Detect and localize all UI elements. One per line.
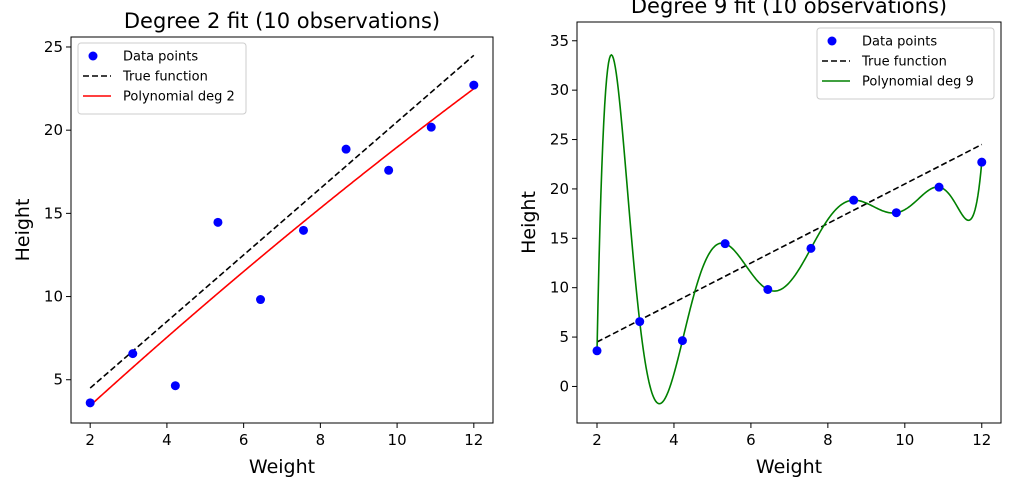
legend-label: Polynomial deg 2 xyxy=(123,90,235,105)
legend-marker-data-points xyxy=(88,51,98,61)
data-point xyxy=(384,165,394,175)
chart-title: Degree 9 fit (10 observations) xyxy=(631,0,947,18)
y-tick-label: 25 xyxy=(550,131,569,149)
data-point xyxy=(85,398,95,408)
data-point xyxy=(763,284,773,294)
x-axis-label: Weight xyxy=(756,456,822,478)
x-tick-label: 10 xyxy=(388,431,407,449)
x-tick-label: 12 xyxy=(464,431,483,449)
data-point xyxy=(128,349,138,359)
x-axis-label: Weight xyxy=(249,456,315,478)
data-point xyxy=(977,157,987,167)
y-tick-label: 35 xyxy=(550,32,569,50)
y-axis-label: Height xyxy=(518,191,540,254)
polynomial-fit-line xyxy=(596,53,983,405)
data-point xyxy=(677,336,687,346)
data-point xyxy=(341,144,351,154)
legend-label: Polynomial deg 9 xyxy=(862,75,974,90)
plot-area xyxy=(592,53,987,405)
legend-marker-data-points xyxy=(827,36,837,46)
data-point xyxy=(256,295,266,305)
data-point xyxy=(891,208,901,218)
y-tick-label: 20 xyxy=(44,121,63,139)
y-tick-label: 15 xyxy=(550,229,569,247)
plot-area xyxy=(85,54,479,408)
x-tick-label: 6 xyxy=(239,431,249,449)
legend-label: Data points xyxy=(123,50,198,65)
y-tick-label: 10 xyxy=(550,279,569,297)
x-tick-label: 2 xyxy=(592,431,602,449)
data-point xyxy=(213,217,223,227)
y-tick-label: 5 xyxy=(559,328,569,346)
chart-title: Degree 2 fit (10 observations) xyxy=(124,9,440,33)
data-point xyxy=(170,381,180,391)
x-tick-label: 12 xyxy=(972,431,991,449)
legend-label: True function xyxy=(861,55,947,70)
legend: Data points True function Polynomial deg 2 xyxy=(77,42,247,115)
x-tick-label: 6 xyxy=(746,431,756,449)
data-point xyxy=(426,122,436,132)
y-tick-label: 15 xyxy=(44,204,63,222)
x-tick-label: 8 xyxy=(823,431,833,449)
axes-frame xyxy=(576,21,1002,424)
x-tick-label: 4 xyxy=(669,431,679,449)
polynomial-fit-line xyxy=(89,88,475,407)
true-function-line xyxy=(89,54,475,389)
data-point xyxy=(592,346,602,356)
y-tick-label: 25 xyxy=(44,38,63,56)
data-point xyxy=(469,80,479,90)
y-tick-label: 10 xyxy=(44,288,63,306)
legend: Data points True function Polynomial deg 9 xyxy=(816,27,995,100)
y-tick-label: 30 xyxy=(550,81,569,99)
y-axis-label: Height xyxy=(12,199,34,262)
data-point xyxy=(635,317,645,327)
x-tick-label: 10 xyxy=(895,431,914,449)
y-tick-label: 5 xyxy=(53,371,63,389)
y-tick-label: 20 xyxy=(550,180,569,198)
data-point xyxy=(806,243,816,253)
x-tick-label: 2 xyxy=(85,431,95,449)
data-point xyxy=(934,182,944,192)
data-point xyxy=(298,225,308,235)
legend-label: Data points xyxy=(862,35,937,50)
x-tick-label: 4 xyxy=(162,431,172,449)
x-tick-label: 8 xyxy=(316,431,326,449)
data-point xyxy=(720,239,730,249)
data-point xyxy=(849,195,859,205)
legend-label: True function xyxy=(122,70,208,85)
y-tick-label: 0 xyxy=(559,377,569,395)
true-function-line xyxy=(596,143,983,343)
axes-frame xyxy=(70,36,494,424)
chart-2: Degree 9 fit (10 observations) Weight Heig… xyxy=(518,0,1002,478)
chart-1: Degree 2 fit (10 observations) Weight Heig… xyxy=(12,9,494,478)
